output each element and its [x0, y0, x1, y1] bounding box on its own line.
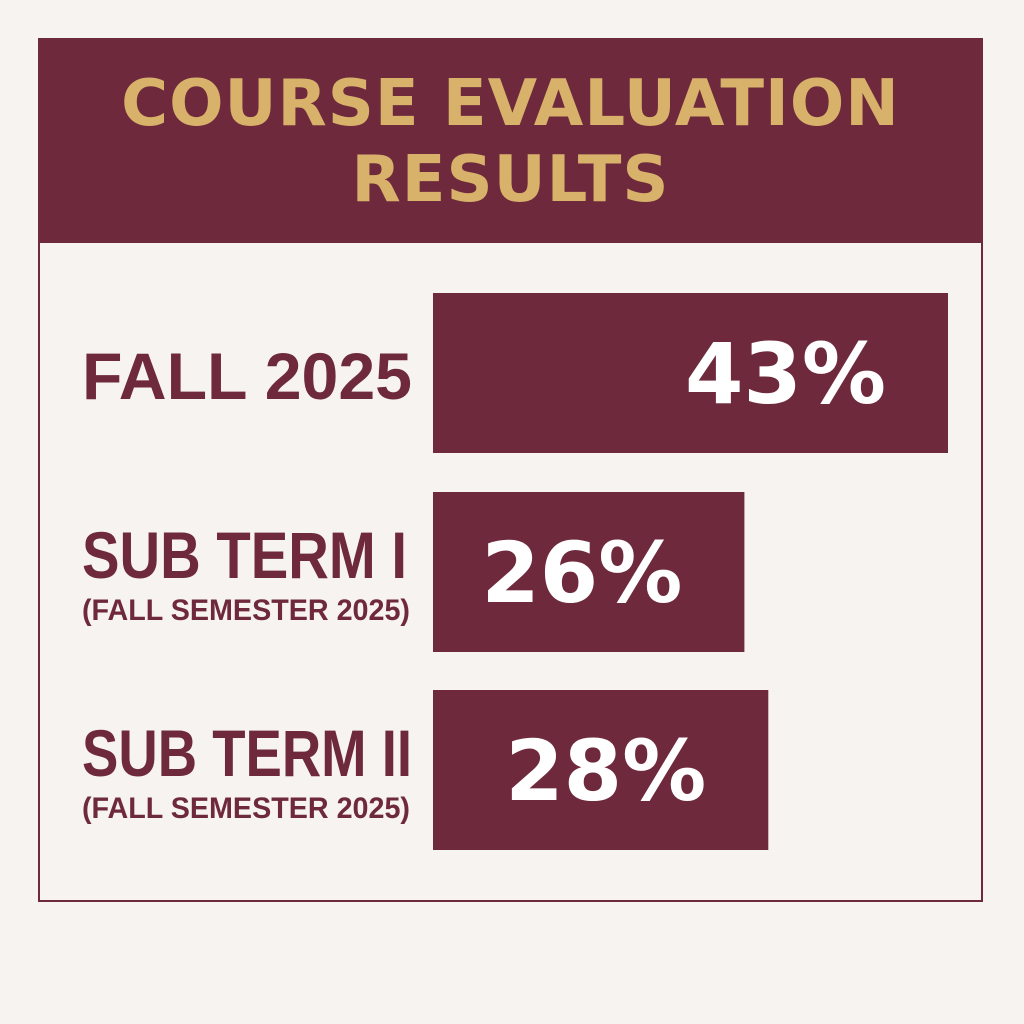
bar-2 — [433, 492, 745, 652]
category-sublabel-3: (FALL SEMESTER 2025) — [82, 792, 410, 825]
chart-frame: COURSE EVALUATION RESULTS — [38, 38, 983, 902]
bar-3 — [433, 690, 769, 850]
category-label-2: SUB TERM I — [82, 518, 407, 592]
value-label-2: 26% — [481, 524, 682, 622]
bar-1 — [433, 293, 948, 453]
value-label-1: 43% — [685, 325, 886, 423]
chart-title: COURSE EVALUATION RESULTS — [121, 66, 900, 217]
category-label-1: FALL 2025 — [82, 339, 412, 413]
category-sublabel-2: (FALL SEMESTER 2025) — [82, 594, 410, 627]
category-label-3: SUB TERM II — [82, 716, 412, 790]
value-label-3: 28% — [505, 722, 706, 820]
title-banner: COURSE EVALUATION RESULTS — [40, 40, 981, 243]
